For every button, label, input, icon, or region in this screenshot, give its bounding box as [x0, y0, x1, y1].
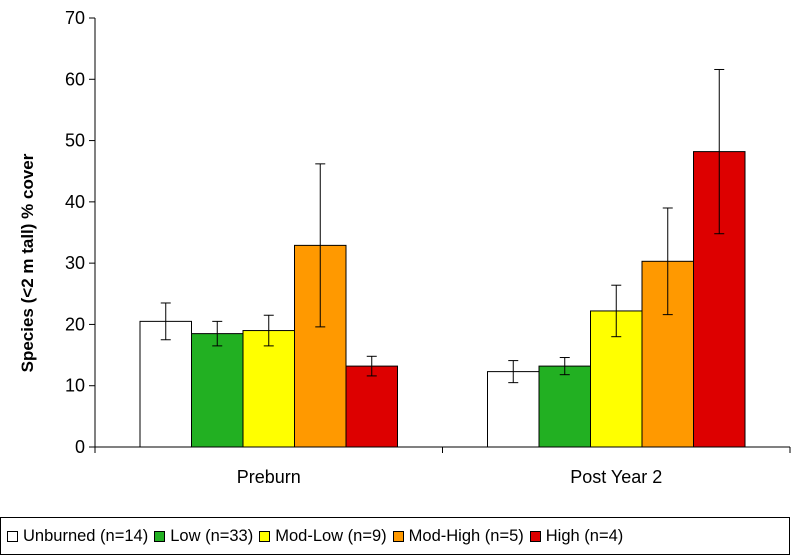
legend-label-mod-high: Mod-High (n=5) — [408, 526, 524, 545]
bar — [242, 330, 295, 448]
legend-item-mod-high: Mod-High (n=5) — [392, 526, 524, 546]
legend-swatch-mod-low — [259, 530, 271, 542]
legend-label-high: High (n=4) — [545, 526, 624, 545]
bar — [191, 333, 244, 448]
y-tick-label: 50 — [65, 131, 85, 151]
legend-item-mod-low: Mod-Low (n=9) — [259, 526, 387, 546]
y-axis-label: Species (<2 m tall) % cover — [18, 153, 37, 372]
bar — [693, 151, 746, 448]
legend-item-low: Low (n=33) — [154, 527, 253, 546]
y-tick-label: 10 — [65, 376, 85, 396]
x-category-label: Post Year 2 — [570, 467, 662, 487]
y-axis: 0 10 20 30 40 50 60 70 — [65, 8, 96, 457]
bar — [345, 365, 398, 448]
bar — [538, 365, 591, 448]
bar — [487, 371, 540, 448]
x-axis: Preburn Post Year 2 — [94, 446, 791, 487]
legend-item-unburned: Unburned (n=14) — [7, 527, 148, 546]
legend-label-unburned: Unburned (n=14) — [23, 526, 149, 545]
y-tick-label: 70 — [65, 8, 85, 28]
legend-swatch-low — [154, 530, 166, 542]
legend-swatch-mod-high — [392, 530, 404, 542]
y-tick-label: 0 — [75, 437, 85, 457]
legend-item-high: High (n=4) — [529, 526, 624, 546]
bar-chart: 0 10 20 30 40 50 60 70 Preburn Post Year 2 Speci… — [18, 8, 791, 487]
x-category-label: Preburn — [237, 467, 301, 487]
bars — [139, 151, 746, 448]
y-tick-label: 60 — [65, 69, 85, 89]
legend-swatch-high — [529, 530, 541, 542]
legend-swatch-unburned — [7, 530, 18, 542]
y-tick-label: 30 — [65, 253, 85, 273]
y-tick-label: 20 — [65, 314, 85, 334]
error-bars — [160, 68, 725, 384]
legend-label-low: Low (n=33) — [170, 526, 254, 545]
legend: Unburned (n=14) Low (n=33) Mod-Low (n=9)… — [0, 517, 790, 555]
y-tick-label: 40 — [65, 192, 85, 212]
legend-label-mod-low: Mod-Low (n=9) — [275, 526, 387, 545]
bar — [139, 320, 192, 448]
